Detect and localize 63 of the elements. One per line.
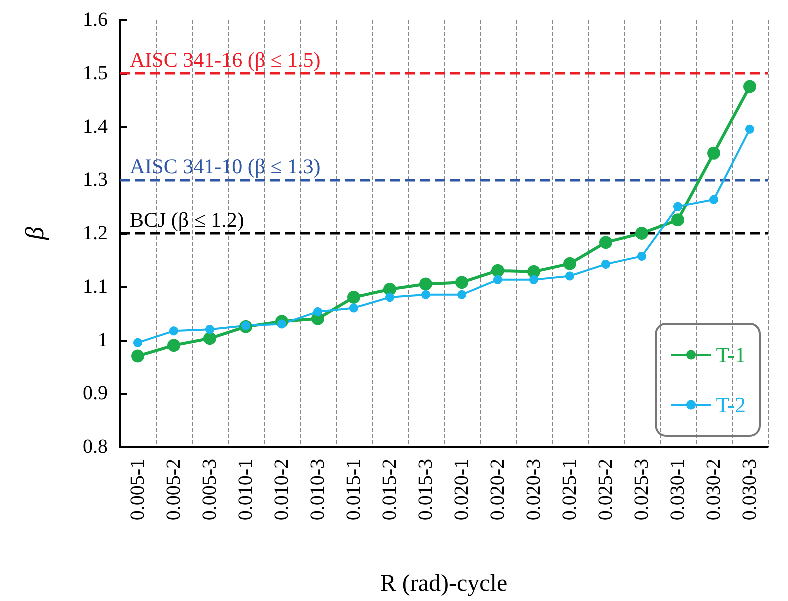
x-tick-label: 0.005-2 xyxy=(163,459,185,521)
x-tick-label: 0.020-3 xyxy=(523,459,545,521)
y-tick-label: 1.5 xyxy=(83,62,108,84)
x-tick-label: 0.030-3 xyxy=(739,459,761,521)
point xyxy=(674,202,682,212)
point xyxy=(206,325,214,334)
x-tick-label: 0.015-3 xyxy=(415,459,437,521)
point xyxy=(170,326,178,336)
y-tick-label: 1.2 xyxy=(83,222,108,244)
x-tick-label: 0.030-1 xyxy=(667,459,689,521)
legend-label: T-1 xyxy=(716,342,746,368)
point xyxy=(422,290,430,300)
x-tick-label: 0.015-1 xyxy=(343,459,365,521)
x-tick-label: 0.020-1 xyxy=(451,459,473,521)
point xyxy=(530,275,538,284)
point xyxy=(134,338,142,348)
y-tick-label: 1 xyxy=(98,329,108,352)
point xyxy=(492,264,504,278)
x-axis-title: R (rad)-cycle xyxy=(380,571,508,597)
point xyxy=(386,293,394,302)
ref-line-label: AISC 341-10 (β ≤ 1.3) xyxy=(130,154,321,179)
legend-label: T-2 xyxy=(716,392,746,418)
x-tick-label: 0.025-1 xyxy=(559,459,581,521)
y-tick-label: 1.4 xyxy=(83,116,108,138)
x-tick-label: 0.020-2 xyxy=(487,459,509,521)
point xyxy=(710,195,718,204)
y-tick-label: 0.8 xyxy=(83,436,108,458)
point xyxy=(638,252,646,261)
point xyxy=(494,275,502,284)
point xyxy=(600,236,612,250)
point xyxy=(168,339,180,352)
point xyxy=(672,214,684,227)
point xyxy=(348,291,360,304)
point xyxy=(564,257,576,270)
point xyxy=(708,146,720,160)
point xyxy=(458,290,466,300)
x-tick-label: 0.015-2 xyxy=(379,459,401,521)
point xyxy=(746,124,754,134)
y-axis-title: β xyxy=(20,226,50,241)
point xyxy=(350,304,358,313)
x-tick-label: 0.005-3 xyxy=(199,459,221,521)
y-tick-label: 1.1 xyxy=(83,276,108,298)
y-tick-label: 1.3 xyxy=(83,169,108,192)
x-tick-label: 0.030-2 xyxy=(703,459,725,521)
ref-line-label: AISC 341-16 (β ≤ 1.5) xyxy=(130,48,321,72)
x-tick-label: 0.010-2 xyxy=(271,459,293,521)
point xyxy=(420,278,432,291)
y-tick-label: 0.9 xyxy=(83,382,108,405)
point xyxy=(602,260,610,269)
point xyxy=(132,350,144,363)
point xyxy=(744,80,756,94)
ref-line-label: BCJ (β ≤ 1.2) xyxy=(130,208,244,232)
x-tick-label: 0.025-3 xyxy=(631,459,653,521)
y-tick-label: 1.6 xyxy=(83,9,108,31)
point xyxy=(566,272,574,281)
x-tick-label: 0.010-3 xyxy=(307,459,329,521)
point xyxy=(636,227,648,240)
point xyxy=(314,307,322,316)
x-tick-label: 0.005-1 xyxy=(127,459,149,521)
x-tick-label: 0.025-2 xyxy=(595,459,617,521)
point xyxy=(456,276,468,290)
x-tick-label: 0.010-1 xyxy=(235,459,257,521)
point xyxy=(204,332,216,346)
